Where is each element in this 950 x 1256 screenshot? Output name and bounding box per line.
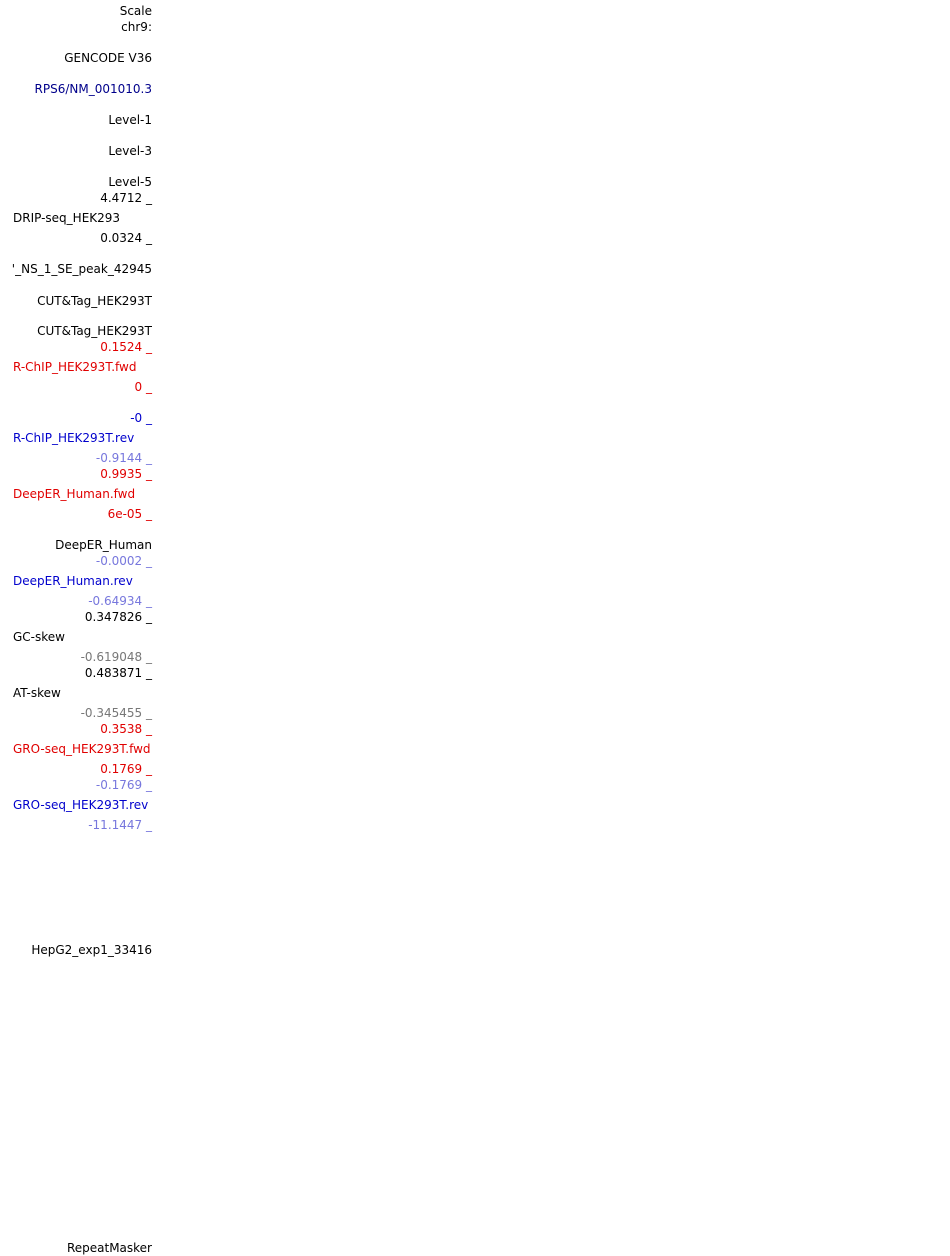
rchip-fwd-min-value: 0 _ — [134, 380, 152, 394]
gro-rev-min-value: -11.1447 _ — [88, 818, 152, 832]
rchip-rev-max-value: -0 _ — [130, 411, 152, 425]
drip-min-value: 0.0324 _ — [100, 231, 152, 245]
level3-track-label[interactable]: Level-3 — [108, 144, 152, 158]
level1-track-label[interactable]: Level-1 — [108, 113, 152, 127]
deeper-fwd-min-value: 6e-05 _ — [107, 507, 152, 521]
cuttag-track-label-2[interactable]: CUT&Tag_HEK293T — [37, 324, 152, 338]
cuttag-track-label-1[interactable]: CUT&Tag_HEK293T — [37, 294, 152, 308]
gro-fwd-min-value: 0.1769 _ — [100, 762, 152, 776]
drip-track-label[interactable]: DRIP-seq_HEK293 — [13, 211, 121, 225]
gro-fwd-track-label[interactable]: GRO-seq_HEK293T.fwd — [13, 742, 151, 756]
deeper-rev-max-value: -0.0002 _ — [95, 554, 152, 568]
track-label-panel: Scale chr9: GENCODE V36 RPS6/NM_001010.3… — [0, 0, 170, 1256]
drip-max-value: 4.4712 _ — [100, 191, 152, 205]
gro-rev-track-label[interactable]: GRO-seq_HEK293T.rev — [13, 798, 149, 812]
peak-track-label[interactable]: '_NS_1_SE_peak_42945 — [11, 262, 152, 276]
at-skew-min-value: -0.345455 _ — [80, 706, 152, 720]
rchip-fwd-track-label[interactable]: R-ChIP_HEK293T.fwd — [13, 360, 137, 374]
chromosome-label: chr9: — [121, 20, 152, 34]
at-skew-max-value: 0.483871 _ — [84, 666, 152, 680]
level5-track-label[interactable]: Level-5 — [108, 175, 152, 189]
track-display-area[interactable] — [170, 0, 950, 1256]
hepg2-track-label[interactable]: HepG2_exp1_33416 — [31, 943, 152, 957]
gro-fwd-max-value: 0.3538 _ — [100, 722, 152, 736]
gc-skew-min-value: -0.619048 _ — [80, 650, 152, 664]
deeper-track-label[interactable]: DeepER_Human — [55, 538, 152, 552]
rchip-rev-track-label[interactable]: R-ChIP_HEK293T.rev — [13, 431, 135, 445]
refseq-track-label[interactable]: RPS6/NM_001010.3 — [34, 82, 152, 96]
at-skew-track-label[interactable]: AT-skew — [13, 686, 61, 700]
deeper-fwd-track-label[interactable]: DeepER_Human.fwd — [13, 487, 136, 501]
rchip-rev-min-value: -0.9144 _ — [95, 451, 152, 465]
gro-rev-max-value: -0.1769 _ — [95, 778, 152, 792]
deeper-rev-min-value: -0.64934 _ — [88, 594, 152, 608]
repeatmasker-track-label[interactable]: RepeatMasker — [66, 1241, 152, 1255]
scale-label: Scale — [119, 4, 152, 18]
deeper-rev-track-label[interactable]: DeepER_Human.rev — [13, 574, 133, 588]
gencode-track-label[interactable]: GENCODE V36 — [64, 51, 152, 65]
deeper-fwd-max-value: 0.9935 _ — [100, 467, 152, 481]
gc-skew-track-label[interactable]: GC-skew — [13, 630, 65, 644]
rchip-fwd-max-value: 0.1524 _ — [100, 340, 152, 354]
gc-skew-max-value: 0.347826 _ — [84, 610, 152, 624]
